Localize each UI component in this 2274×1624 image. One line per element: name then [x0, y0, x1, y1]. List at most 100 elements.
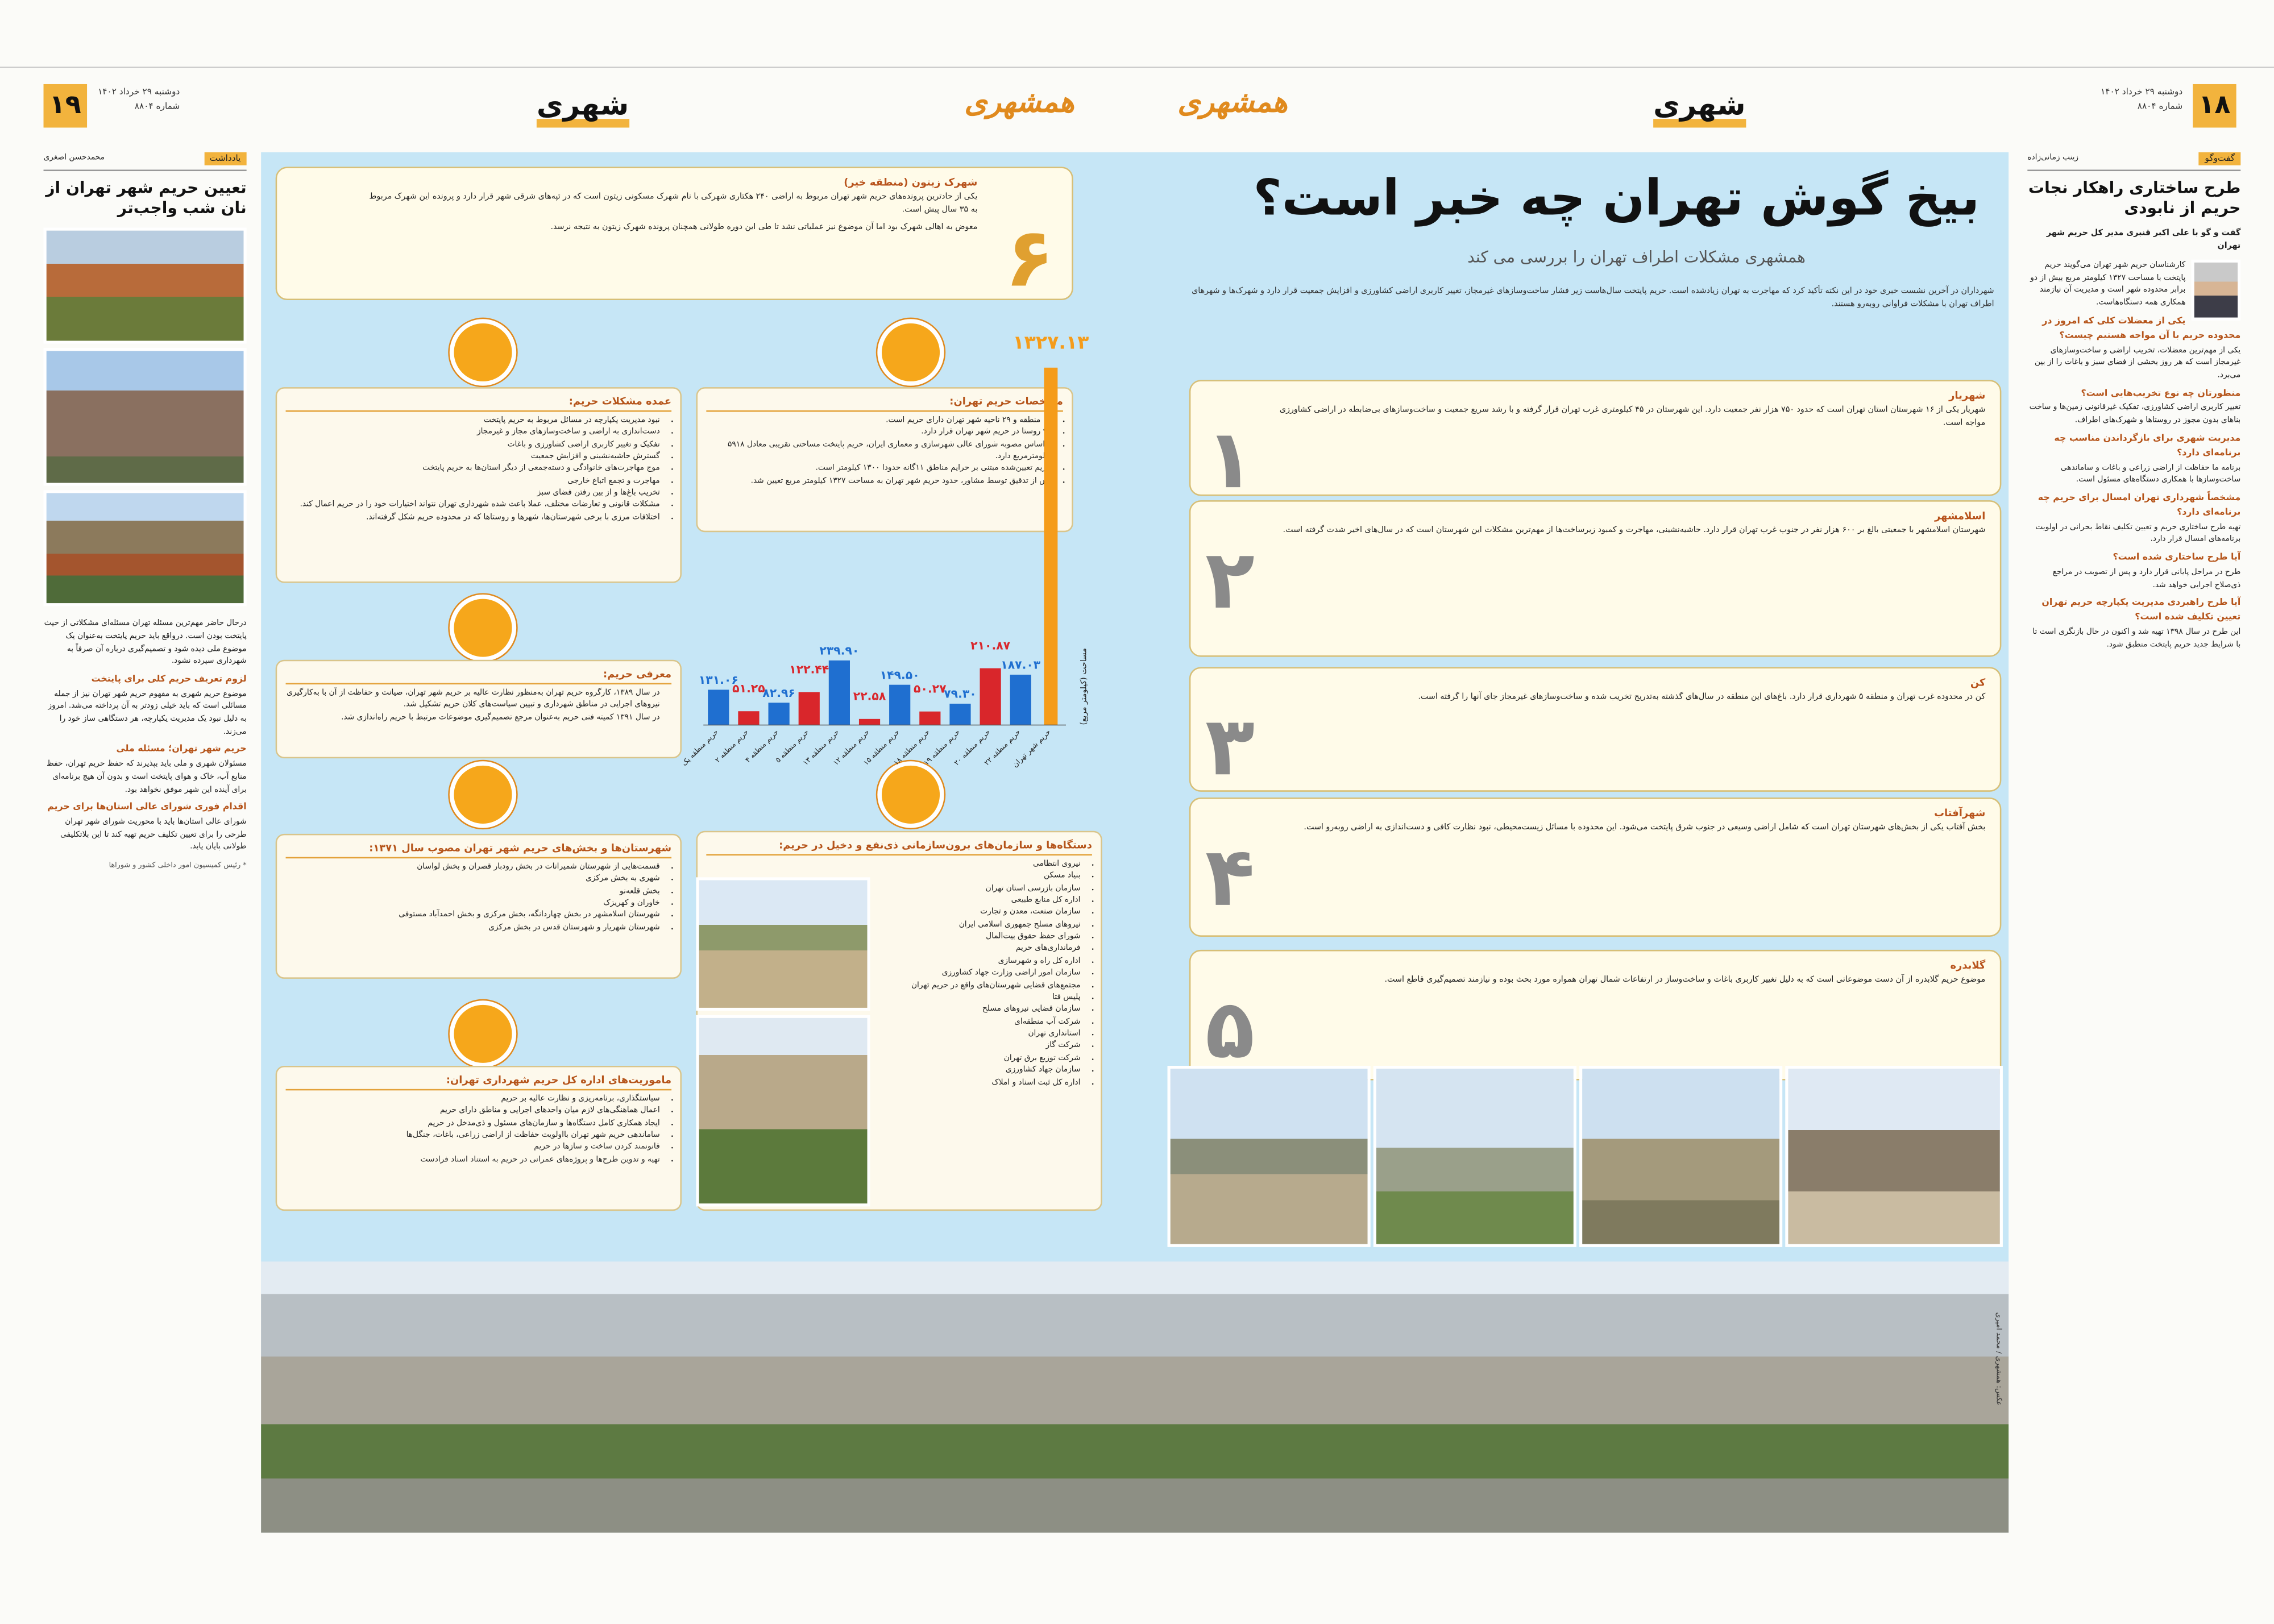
box-title: دستگاه‌ها و سازمان‌های برون‌سازمانی ذی‌ن…: [706, 838, 1092, 855]
list: سیاستگذاری، برنامه‌ریزی و نظارت عالیه بر…: [286, 1093, 672, 1166]
portrait: [2191, 260, 2241, 321]
zone-text: یکی از حادترین پرونده‌های حریم شهر تهران…: [369, 193, 978, 215]
list-item: در سال ۱۳۸۹، کارگروه حریم تهران به‌منظور…: [287, 688, 660, 709]
value-label: ۸۲.۹۶: [762, 686, 795, 700]
list-item: سازمان بازرسی استان تهران: [863, 883, 1081, 895]
paragraph: این طرح در سال ۱۳۹۸ تهیه شد و اکنون در ح…: [2032, 628, 2241, 650]
photo: [43, 491, 247, 607]
list-item: ایجاد همکاری کامل دستگاه‌ها و سازمان‌های…: [286, 1118, 660, 1129]
bar: [1010, 674, 1031, 725]
info-box: شهرستان‌ها و بخش‌های حریم شهر تهران مصوب…: [275, 833, 682, 979]
date: دوشنبه ۲۹ خرداد ۱۴۰۲: [98, 87, 180, 97]
icon: [877, 319, 944, 386]
section-name: شهری: [1653, 90, 1746, 128]
photo: [1579, 1065, 1783, 1247]
list-item: نیروی انتظامی: [863, 858, 1080, 870]
box-title: عمده مشکلات حریم:: [285, 394, 672, 412]
value-label: ۵۱.۲۵: [732, 682, 765, 695]
info-box: مشخصات حریم تهران: ۱۱ منطقه و ۲۹ ناحیه شه…: [696, 387, 1073, 533]
paragraph: تهیه طرح ساختاری حریم و تعیین تکلیف نقاط…: [2035, 523, 2241, 545]
paragraph: درحال حاضر مهم‌ترین مسئله تهران مسئله‌ای…: [44, 620, 247, 666]
info-box: عمده مشکلات حریم: نبود مدیریت یکپارچه در …: [275, 387, 682, 583]
column-body: درحال حاضر مهم‌ترین مسئله تهران مسئله‌ای…: [44, 618, 247, 854]
subheading: مشخصاً شهرداری تهران امسال برای حریم چه …: [2038, 492, 2241, 518]
zone-name: اسلامشهر: [1934, 510, 1986, 522]
zone-text: معوض به اهالی شهرک بود اما آن موضوع نیز …: [550, 223, 978, 232]
list-item: پس از تدقیق توسط مشاور، حدود حریم شهر ته…: [706, 475, 1052, 487]
list-item: شهرستان اسلامشهر در بخش چهاردانگه، بخش م…: [286, 909, 660, 921]
info-box: معرفی حریم: در سال ۱۳۸۹، کارگروه حریم تهر…: [275, 659, 682, 759]
kicker: گفت‌وگو: [2199, 152, 2241, 165]
list: قسمت‌هایی از شهرستان شمیرانات در بخش رود…: [286, 861, 672, 934]
author: محمدحسن اصغری: [43, 153, 105, 163]
photo-credit: عکس: همشهری / محمد امیری: [1994, 1312, 2003, 1406]
bar: [980, 668, 1001, 725]
kicker: یادداشت: [204, 152, 247, 165]
column-title: تعیین حریم شهر تهران از نان شب واجب‌تر: [45, 177, 247, 218]
zone-name: کن: [1970, 677, 1986, 689]
list-item: بنیاد مسکن: [863, 870, 1081, 882]
list-item: مجتمع‌های قضایی شهرستان‌های واقع در حریم…: [863, 979, 1081, 991]
zone-content: کن کن در محدوده غرب تهران و منطقه ۵ شهردا…: [1277, 676, 1985, 705]
axis-label: مساحت (کیلومتر مربع): [1080, 648, 1089, 725]
date: دوشنبه ۲۹ خرداد ۱۴۰۲: [2101, 87, 2183, 97]
value-label: ۲۱۰.۸۷: [970, 638, 1011, 652]
list-item: شهرستان شهریار و شهرستان قدس در بخش مرکز…: [286, 922, 660, 934]
info-box: ماموریت‌های اداره کل حریم شهرداری تهران:…: [275, 1065, 682, 1211]
box-title: ماموریت‌های اداره کل حریم شهرداری تهران:: [285, 1073, 672, 1090]
value-label: ۲۳۹.۹۰: [819, 644, 859, 658]
photo: [43, 348, 247, 487]
list-item: نبود مدیریت یکپارچه در مسائل مربوط به حر…: [286, 414, 660, 426]
list-item: تهیه و تدوین طرح‌ها و پروژه‌های عمرانی د…: [286, 1154, 660, 1166]
list-item: اداره کل ثبت اسناد و املاک: [863, 1077, 1080, 1089]
zone-box: ۱ شهریار شهریار یکی از ۱۶ شهرستان استان ته…: [1189, 380, 2002, 508]
subheading: منظورتان چه نوع تخریب‌هایی است؟: [2081, 388, 2241, 398]
column-title: طرح ساختاری راهکار نجات حریم از نابودی: [2028, 177, 2241, 218]
list-item: شرکت گاز: [863, 1040, 1081, 1052]
paragraph: تغییر کاربری اراضی کشاورزی، تفکیک غیرقان…: [2029, 404, 2241, 425]
zone-content: گلابدره موضوع حریم گلابدره از آن دست موضو…: [1277, 958, 1985, 987]
main-title: بیخ گوش تهران چه خبر است؟: [1253, 169, 1980, 228]
value-label: ۱۳۲۷.۱۳: [1012, 331, 1089, 354]
list-item: خاوران و کهریزک: [286, 898, 660, 909]
list-item: تفکیک و تغییر کاربری اراضی کشاورزی و باغ…: [286, 439, 660, 451]
list-item: مشکلات قانونی و تعارضات مختلف، عملا باعث…: [286, 500, 660, 512]
photo: [1373, 1065, 1576, 1247]
photo: [1167, 1065, 1371, 1247]
zone-number: ۴: [1205, 830, 1255, 925]
icon: [877, 761, 944, 828]
zone-name: گلابدره: [1950, 960, 1986, 972]
paragraph: موضوع حریم شهری به مفهوم حریم شهر تهران …: [48, 690, 247, 737]
paragraph: کارشناسان حریم شهر تهران می‌گویند حریم پ…: [2030, 261, 2186, 308]
zone-text: موضوع حریم گلابدره از آن دست موضوعاتی اس…: [1384, 976, 1986, 985]
bar: [949, 703, 971, 725]
list-item: اداره کل راه و شهرسازی: [863, 956, 1081, 967]
zone-number: ۶: [1005, 211, 1055, 306]
list-item: قسمت‌هایی از شهرستان شمیرانات در بخش رود…: [286, 861, 660, 873]
list-item: پلیس فتا: [863, 992, 1080, 1004]
list-item: بخش قلعه‌نو: [286, 886, 660, 898]
value-label: ۱۳۱.۰۶: [699, 673, 738, 687]
bar: [798, 692, 820, 725]
list-item: اعمال هماهنگی‌های لازم میان واحدهای اجرا…: [286, 1105, 660, 1117]
zone-text: کن در محدوده غرب تهران و منطقه ۵ شهرداری…: [1418, 693, 1986, 703]
bar: [768, 703, 790, 725]
photo: [696, 1015, 870, 1207]
zone-number: ۲: [1205, 533, 1255, 628]
list-item: حریم تعیین‌شده مبتنی بر حرایم مناطق ۱۱گا…: [706, 463, 1051, 475]
value-label: ۱۸۷.۰۳: [1001, 658, 1041, 672]
photo: [43, 228, 247, 344]
list-item: شهری به بخش مرکزی: [286, 873, 660, 885]
header-rule: [0, 67, 2274, 68]
list-item: موج مهاجرت‌های خانوادگی و دسته‌جمعی از د…: [286, 463, 660, 475]
value-label: ۵۰.۲۷: [914, 682, 947, 696]
list-item: شورای حفظ حقوق بیت‌المال: [863, 931, 1080, 943]
photo: [1785, 1065, 2003, 1247]
zone-number: ۱: [1205, 413, 1255, 508]
issue: شماره ۸۸۰۴: [2137, 101, 2183, 112]
list-item: فرمانداری‌های حریم: [863, 943, 1081, 955]
issue: شماره ۸۸۰۴: [134, 101, 180, 112]
paragraph: طرح در مراحل پایانی قرار دارد و پس از تص…: [2052, 568, 2241, 590]
icon: [449, 1000, 517, 1068]
list-item: در سال ۱۳۹۱ کمیته فنی حریم به‌عنوان مرجع…: [341, 713, 660, 722]
